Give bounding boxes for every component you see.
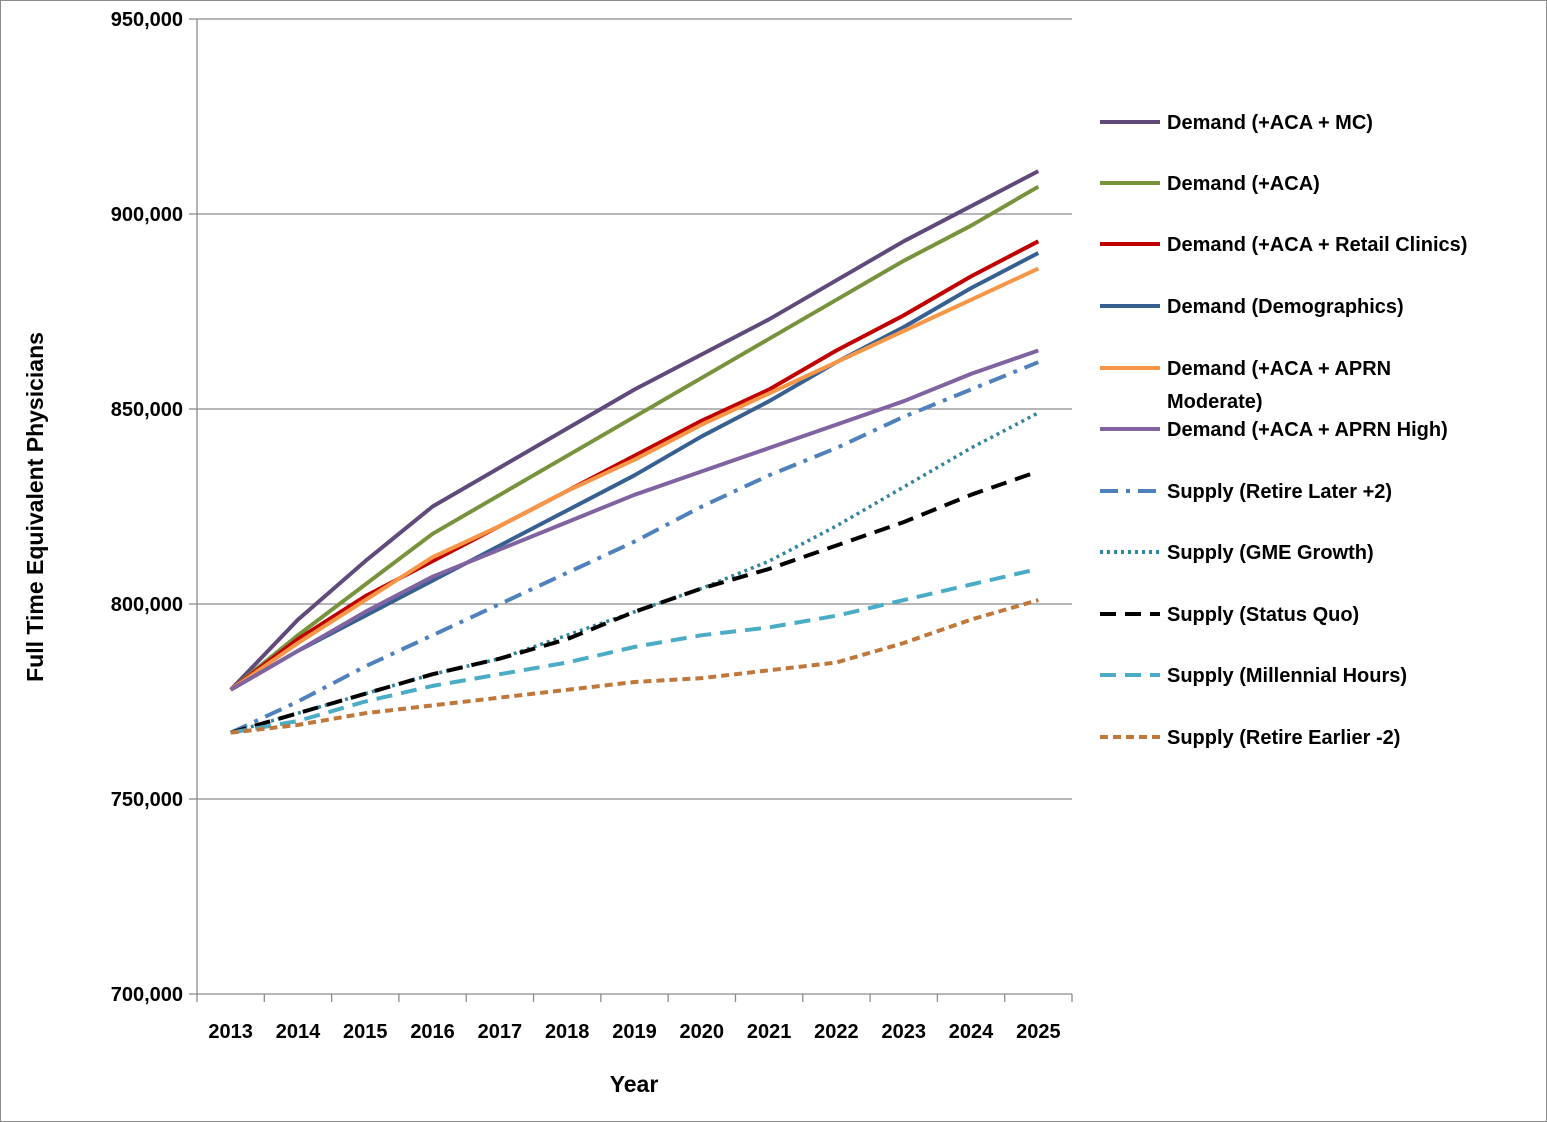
gridlines: [197, 18, 1072, 800]
x-tick-label: 2024: [949, 1021, 994, 1043]
x-tick-label: 2023: [881, 1021, 926, 1043]
x-tick-label: 2020: [680, 1021, 725, 1043]
x-tick-label: 2022: [814, 1021, 859, 1043]
y-tick-label: 750,000: [111, 789, 183, 811]
legend: Demand (+ACA + MC) Demand (+ACA) Demand (+…: [1100, 112, 1467, 749]
y-axis-ticks: 700,000 750,000 800,000 850,000 900,000 950,0…: [111, 9, 197, 1006]
x-tick-label: 2021: [747, 1021, 792, 1043]
series-line: [229, 266, 1040, 692]
y-axis-title: Full Time Equivalent Physicians: [22, 332, 48, 682]
x-tick-label: 2025: [1016, 1021, 1061, 1043]
y-tick-label: 850,000: [111, 399, 183, 421]
y-tick-label: 950,000: [111, 9, 183, 31]
x-axis-title: Year: [610, 1071, 659, 1097]
legend-label: Supply (Status Quo): [1167, 604, 1359, 626]
legend-label: Supply (GME Growth): [1167, 542, 1374, 564]
legend-label: Demand (+ACA + Retail Clinics): [1167, 234, 1467, 256]
series-line: [229, 239, 1040, 692]
x-tick-label: 2015: [343, 1021, 388, 1043]
x-tick-label: 2019: [612, 1021, 657, 1043]
x-tick-label: 2018: [545, 1021, 590, 1043]
x-tick-label: 2014: [276, 1021, 321, 1043]
y-tick-label: 800,000: [111, 594, 183, 616]
series-line: [229, 251, 1040, 692]
x-tick-label: 2017: [478, 1021, 523, 1043]
axes: [196, 19, 1072, 995]
series-line: [230, 598, 1039, 735]
series-line: [230, 469, 1039, 735]
legend-label: Moderate): [1167, 391, 1263, 413]
y-tick-label: 700,000: [111, 984, 183, 1006]
series-line: [229, 184, 1040, 692]
legend-label: Demand (+ACA + APRN: [1167, 358, 1391, 380]
legend-label: Supply (Millennial Hours): [1167, 665, 1407, 687]
legend-label: Supply (Retire Later +2): [1167, 481, 1392, 503]
legend-label: Demand (+ACA + APRN High): [1167, 419, 1448, 441]
x-tick-label: 2013: [208, 1021, 253, 1043]
series-line: [229, 360, 1040, 735]
x-axis-ticks: 2013 2014 2015 2016 2017 2018 2019 2020 2021 2022…: [196, 994, 1073, 1043]
series-lines: [229, 169, 1040, 735]
legend-label: Demand (Demographics): [1167, 296, 1404, 318]
x-tick-label: 2016: [410, 1021, 455, 1043]
legend-label: Demand (+ACA + MC): [1167, 112, 1373, 134]
y-tick-label: 900,000: [111, 204, 183, 226]
legend-label: Demand (+ACA): [1167, 173, 1320, 195]
series-line: [229, 348, 1039, 692]
series-line: [229, 169, 1040, 692]
series-line: [230, 566, 1039, 735]
legend-label: Supply (Retire Earlier -2): [1167, 727, 1400, 749]
